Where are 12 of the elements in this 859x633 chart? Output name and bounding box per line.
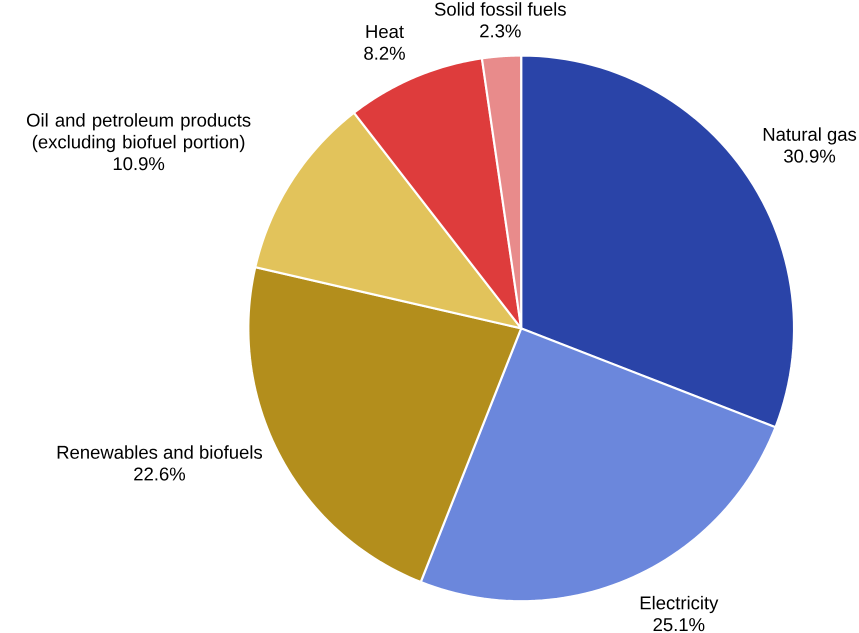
data-label: 25.1% <box>654 618 704 632</box>
data-label: 22.6% <box>134 467 186 480</box>
data-label: 30.9% <box>784 149 836 162</box>
data-label: 8.2% <box>364 46 405 60</box>
slice-label: Heat <box>366 24 404 38</box>
slice-label: Oil and petroleum products (excluding biofuel portion) <box>26 112 250 152</box>
slice-label: Solid fossil fuels <box>434 2 566 16</box>
data-label: 2.3% <box>480 24 521 38</box>
slice-label: Electricity <box>640 596 718 613</box>
data-label: 10.9% <box>114 156 164 170</box>
slice-label: Renewables and biofuels <box>58 445 262 459</box>
slice-label: Natural gas <box>764 127 856 144</box>
